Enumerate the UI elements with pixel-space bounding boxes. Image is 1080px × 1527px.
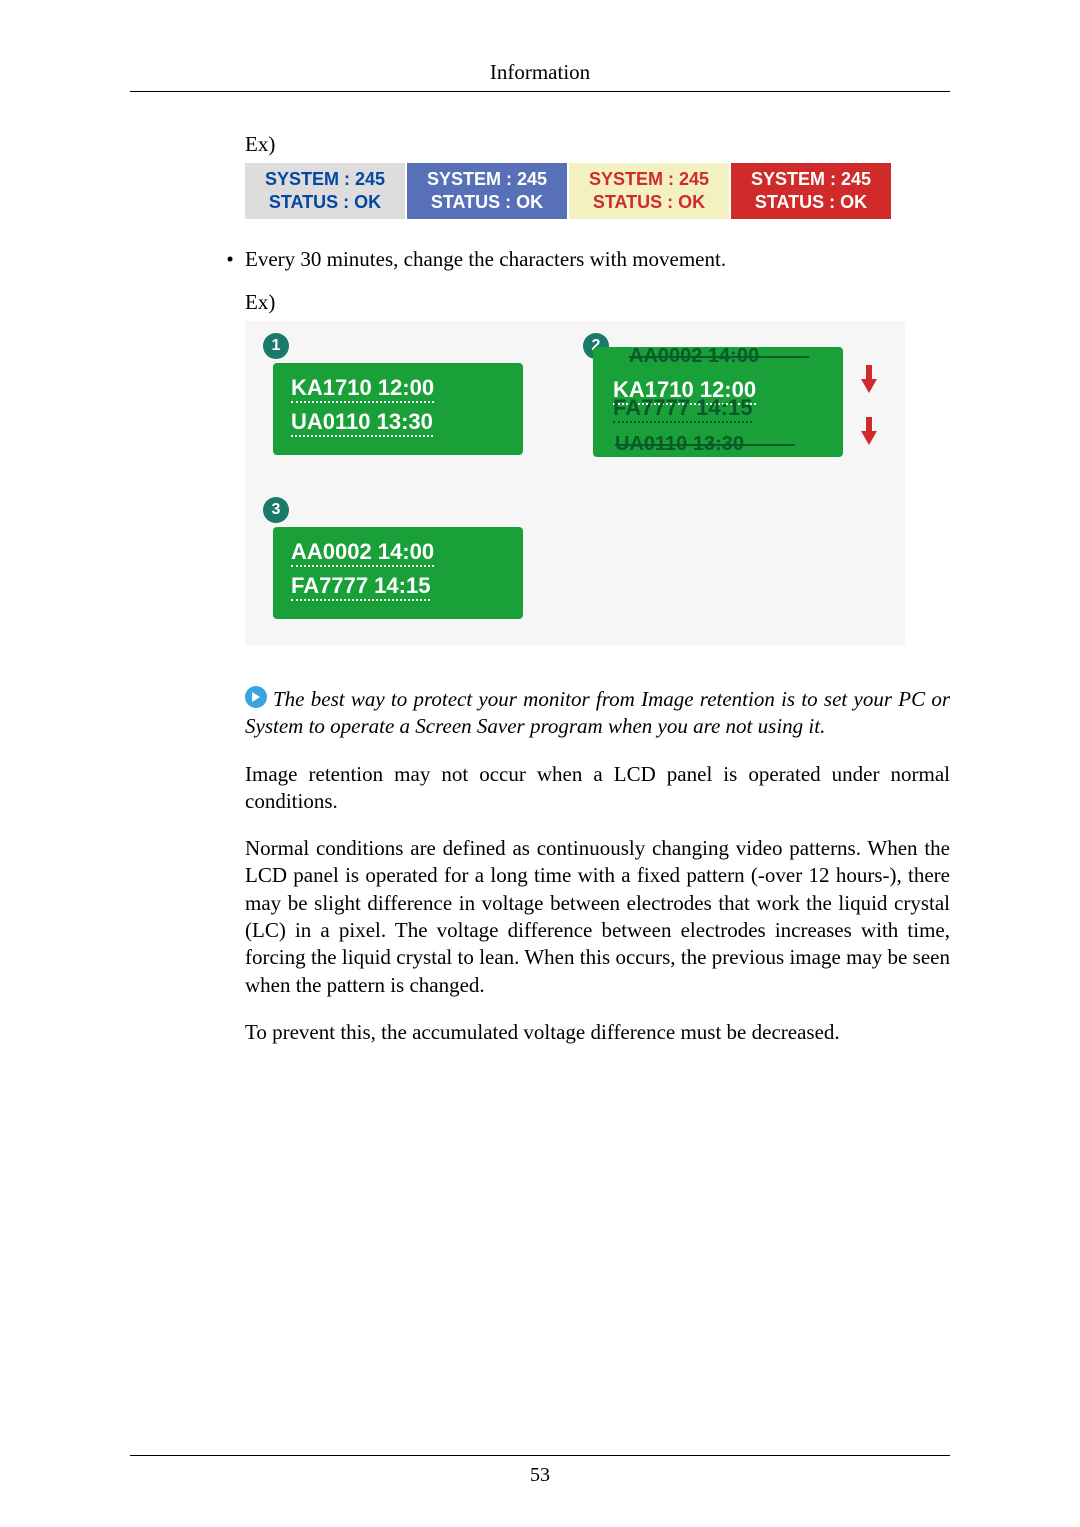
panel3-line1: AA0002 14:00	[291, 539, 434, 567]
system-box-3: SYSTEM : 245 STATUS : OK	[569, 163, 729, 219]
page-footer: 53	[130, 1455, 950, 1487]
tip-text: The best way to protect your monitor fro…	[245, 687, 950, 738]
paragraph-1: Image retention may not occur when a LCD…	[245, 761, 950, 816]
panel1-line1: KA1710 12:00	[291, 375, 434, 403]
example1-label: Ex)	[245, 132, 950, 157]
mid-b: FA7777 14:15	[613, 395, 752, 423]
panel3-line2: FA7777 14:15	[291, 573, 430, 601]
paragraph-3: To prevent this, the accumulated voltage…	[245, 1019, 950, 1046]
page-number: 53	[530, 1464, 550, 1486]
panel-2: AA0002 14:00 KA1710 12:00 FA7777 14:15 U…	[593, 347, 843, 457]
panel-1: KA1710 12:00 UA0110 13:30	[273, 363, 523, 455]
system-box-4: SYSTEM : 245 STATUS : OK	[731, 163, 891, 219]
system-box-2: SYSTEM : 245 STATUS : OK	[407, 163, 567, 219]
tip-arrow-icon	[245, 686, 267, 708]
page-header: Information	[130, 60, 950, 92]
system-status-row: SYSTEM : 245 STATUS : OK SYSTEM : 245 ST…	[245, 163, 950, 219]
bullet-marker: •	[215, 247, 245, 272]
bullet-item: • Every 30 minutes, change the character…	[215, 247, 950, 272]
badge-3: 3	[263, 497, 289, 523]
panel-3: AA0002 14:00 FA7777 14:15	[273, 527, 523, 619]
content-area: Ex) SYSTEM : 245 STATUS : OK SYSTEM : 24…	[130, 132, 950, 1046]
example2-label: Ex)	[245, 290, 950, 315]
system-box-1: SYSTEM : 245 STATUS : OK	[245, 163, 405, 219]
badge-1: 1	[263, 333, 289, 359]
system-line: SYSTEM : 245	[427, 168, 547, 191]
arrow-down-icon	[861, 431, 877, 445]
paragraph-2: Normal conditions are defined as continu…	[245, 835, 950, 999]
movement-diagram: 1 KA1710 12:00 UA0110 13:30 2 AA0002 14:…	[245, 321, 905, 646]
status-line: STATUS : OK	[593, 191, 705, 214]
system-line: SYSTEM : 245	[265, 168, 385, 191]
system-line: SYSTEM : 245	[751, 168, 871, 191]
status-line: STATUS : OK	[755, 191, 867, 214]
bullet-text: Every 30 minutes, change the characters …	[245, 247, 726, 272]
system-line: SYSTEM : 245	[589, 168, 709, 191]
status-line: STATUS : OK	[431, 191, 543, 214]
status-line: STATUS : OK	[269, 191, 381, 214]
tip-paragraph: The best way to protect your monitor fro…	[245, 686, 950, 741]
panel1-line2: UA0110 13:30	[291, 409, 433, 437]
arrow-down-icon	[861, 379, 877, 393]
